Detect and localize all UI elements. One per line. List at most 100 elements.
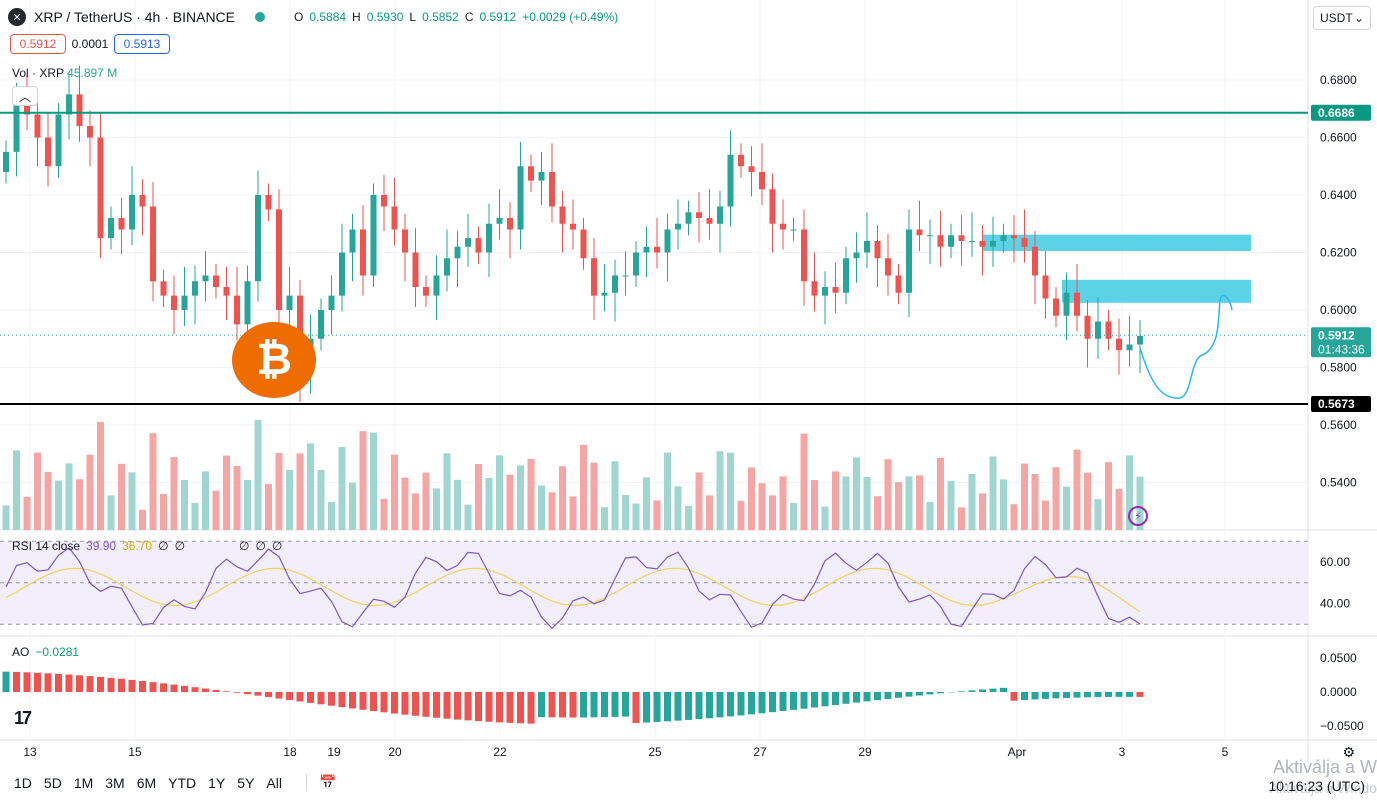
ao-bar	[685, 692, 692, 720]
candle-body	[580, 229, 587, 259]
support-price-tag: 0.5673	[1318, 397, 1355, 411]
candle-body	[370, 195, 377, 276]
volume-bar	[842, 476, 850, 530]
ao-bar	[317, 692, 325, 705]
ao-bar	[821, 692, 829, 707]
ao-bar	[779, 692, 787, 712]
sell-price-button[interactable]: 0.5912	[10, 34, 66, 54]
ao-bar	[401, 692, 409, 715]
rsi-tick-label: 60.00	[1320, 555, 1350, 569]
volume-bar	[884, 459, 892, 530]
candle-body	[853, 252, 860, 259]
ao-bar	[97, 676, 104, 692]
candle-body	[517, 166, 524, 230]
ao-bar	[485, 692, 493, 722]
time-tick-label: 25	[648, 745, 662, 759]
ao-bar	[1031, 692, 1039, 700]
candle-body	[129, 195, 135, 230]
time-tick-label: 13	[23, 745, 37, 759]
volume-bar	[538, 485, 545, 530]
ao-bar	[1136, 692, 1144, 697]
ao-bar	[296, 692, 304, 702]
candle-body	[381, 195, 387, 207]
ao-bar	[139, 680, 146, 692]
candle-body	[822, 287, 828, 296]
close-label: C	[464, 10, 474, 24]
ao-bar	[265, 692, 272, 698]
volume-bar	[1042, 500, 1049, 530]
tradingview-logo-icon[interactable]: 17	[14, 708, 32, 728]
candle-body	[843, 258, 849, 293]
currency-value: USDT	[1320, 11, 1353, 25]
open-label: O	[294, 10, 304, 24]
candle-body	[13, 103, 20, 152]
candle-body	[717, 206, 723, 224]
timeframe-5y[interactable]: 5Y	[237, 774, 255, 791]
timeframe-1d[interactable]: 1D	[14, 774, 32, 791]
price-tick-label: 0.6600	[1320, 131, 1357, 145]
volume-bar	[863, 476, 871, 530]
ao-bar	[1105, 692, 1112, 697]
timeframe-ytd[interactable]: YTD	[168, 774, 197, 791]
volume-bar	[13, 450, 20, 530]
high-value: 0.5930	[366, 10, 404, 24]
candle-body	[1126, 344, 1133, 351]
volume-bar	[559, 466, 566, 530]
candle-body	[444, 258, 450, 276]
timeframe-all[interactable]: All	[266, 774, 282, 791]
ao-bar	[937, 692, 944, 694]
candle-body	[832, 287, 839, 293]
volume-bar	[307, 443, 314, 530]
currency-select[interactable]: USDT ⌄	[1313, 6, 1371, 30]
ao-bar	[1084, 692, 1091, 698]
ao-tick-label: −0.0500	[1320, 719, 1364, 733]
time-tick-label: 18	[283, 745, 297, 759]
candle-body	[3, 151, 9, 172]
candle-body	[591, 258, 597, 296]
candle-body	[811, 281, 818, 296]
timeframe-1y[interactable]: 1Y	[208, 774, 226, 791]
candle-body	[549, 172, 555, 207]
ao-bar	[926, 692, 934, 695]
volume-bar	[685, 505, 692, 530]
candle-body	[948, 235, 954, 247]
candle-body	[570, 223, 576, 230]
ao-bar	[800, 692, 808, 709]
volume-bar	[874, 496, 881, 530]
price-tick-label: 0.6800	[1320, 73, 1357, 87]
volume-bar	[296, 453, 304, 530]
volume-bar	[580, 445, 587, 530]
timeframe-5d[interactable]: 5D	[43, 774, 62, 791]
rsi-tick-label: 40.00	[1320, 597, 1350, 611]
ao-bar	[233, 692, 241, 693]
volume-bar	[191, 503, 199, 530]
volume-bar	[926, 502, 934, 530]
candle-body	[696, 212, 702, 218]
timeframe-3m[interactable]: 3M	[105, 774, 125, 791]
collapse-legend-button[interactable]: ︿	[12, 86, 38, 106]
settings-icon[interactable]: ⚙	[1342, 744, 1355, 760]
date-range-icon[interactable]: 📅	[305, 774, 336, 791]
volume-bar	[212, 490, 220, 530]
candle-body	[412, 252, 419, 287]
candle-body	[643, 246, 650, 253]
close-value: 0.5912	[479, 10, 517, 24]
utc-clock[interactable]: 10:16:23 (UTC)	[1268, 778, 1365, 794]
candle-body	[601, 292, 608, 296]
symbol-title[interactable]: XRP / TetherUS · 4h · BINANCE	[34, 9, 235, 25]
ao-bar	[65, 674, 73, 692]
market-status-icon	[255, 12, 265, 22]
volume-bar	[202, 471, 209, 530]
lightning-icon[interactable]: ⚡	[1128, 506, 1148, 526]
ao-bar	[716, 692, 724, 718]
candle-body	[612, 275, 618, 293]
candle-body	[790, 229, 797, 231]
volume-bar	[118, 463, 125, 530]
buy-price-button[interactable]: 0.5913	[114, 34, 170, 54]
ao-bar	[874, 692, 881, 701]
current-price-tag-bg	[1311, 327, 1371, 358]
timeframe-6m[interactable]: 6M	[136, 774, 157, 791]
ao-bar	[653, 692, 661, 722]
timeframe-1m[interactable]: 1M	[73, 774, 94, 791]
